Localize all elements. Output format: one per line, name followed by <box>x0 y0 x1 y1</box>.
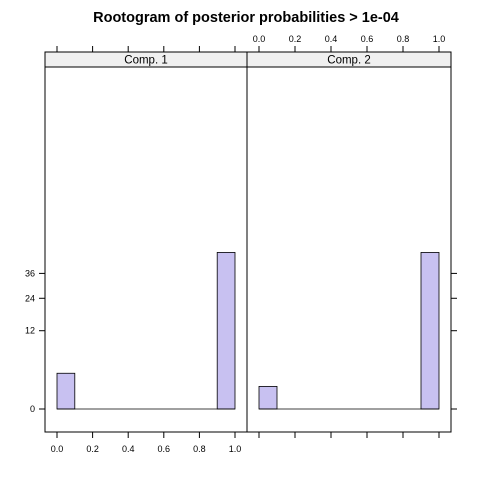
y-tick-label: 12 <box>25 326 35 336</box>
panel-2: Comp. 2 0.0 0.2 0.4 0.6 0.8 1.0 <box>246 34 452 438</box>
x-tick-label: 0.2 <box>289 34 302 44</box>
plot-area: Comp. 1 0.0 0.2 0.4 0.6 0.8 1.0 Comp. 2 0.0 0.2 0.… <box>25 34 457 454</box>
panel-frame <box>246 51 452 433</box>
bar-2-2 <box>420 252 440 410</box>
bar-1-1 <box>56 372 76 410</box>
y-tick-label: 36 <box>25 268 35 278</box>
chart-title: Rootogram of posterior probabilities > 1… <box>93 10 399 26</box>
x-tick-label: 0.4 <box>325 34 338 44</box>
bar-2-1 <box>258 385 278 410</box>
x-tick-label: 0.8 <box>397 34 410 44</box>
strip-label-1: Comp. 1 <box>124 55 167 67</box>
strip-label-2: Comp. 2 <box>327 55 370 67</box>
x-tick-label: 0.0 <box>51 444 64 454</box>
x-tick-label: 1.0 <box>229 444 242 454</box>
panel-frame <box>44 51 248 433</box>
x-tick-label: 0.2 <box>86 444 99 454</box>
y-tick-label: 0 <box>30 404 35 414</box>
panel-1: Comp. 1 0.0 0.2 0.4 0.6 0.8 1.0 <box>44 46 248 454</box>
x-tick-label: 0.4 <box>122 444 135 454</box>
strip <box>246 51 452 68</box>
x-tick-label: 0.6 <box>158 444 171 454</box>
bar-1-2 <box>216 252 236 410</box>
x-tick-label: 0.6 <box>361 34 374 44</box>
x-tick-label: 0.0 <box>253 34 266 44</box>
x-tick-label: 1.0 <box>433 34 446 44</box>
y-tick-label: 24 <box>25 293 35 303</box>
x-tick-label: 0.8 <box>193 444 206 454</box>
